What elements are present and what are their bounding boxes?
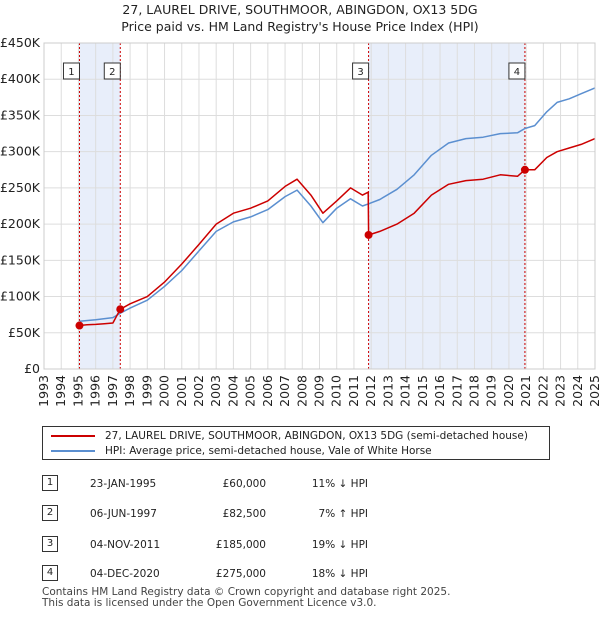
sale-number: 2 xyxy=(42,505,58,521)
y-tick-label: £400K xyxy=(0,71,41,86)
ownership-period-shade xyxy=(79,43,121,369)
footer-licence: This data is licensed under the Open Gov… xyxy=(42,597,377,609)
sale-label-number: 2 xyxy=(109,67,115,78)
x-tick-label: 1993 xyxy=(36,375,51,407)
y-tick-label: £50K xyxy=(8,325,41,340)
legend-swatch-hpi xyxy=(51,450,95,452)
x-tick-label: 2020 xyxy=(501,375,516,407)
y-tick-label: £0 xyxy=(24,361,40,376)
x-tick-label: 2025 xyxy=(587,375,600,407)
chart-subtitle: Price paid vs. HM Land Registry's House … xyxy=(121,19,478,34)
x-tick-label: 1996 xyxy=(88,375,103,407)
sale-price: £60,000 xyxy=(222,478,266,490)
sale-date: 04-DEC-2020 xyxy=(90,568,160,580)
x-tick-label: 2003 xyxy=(208,375,223,407)
legend-swatch-property xyxy=(51,435,95,437)
x-tick-label: 1997 xyxy=(105,375,120,407)
footer: Contains HM Land Registry data © Crown c… xyxy=(42,587,450,609)
sale-label-box xyxy=(352,62,370,80)
x-tick-label: 2009 xyxy=(312,375,327,407)
x-tick-label: 2007 xyxy=(277,375,292,407)
sale-date: 04-NOV-2011 xyxy=(90,539,161,551)
sale-label-box xyxy=(508,62,526,80)
sale-price: £82,500 xyxy=(222,508,266,520)
hpi-series-line xyxy=(79,87,596,322)
sale-hpi-diff: 11% ↓ HPI xyxy=(311,478,368,490)
sale-hpi-diff: 7% ↑ HPI xyxy=(318,508,368,520)
x-tick-label: 2011 xyxy=(346,375,361,407)
x-tick-label: 2017 xyxy=(449,375,464,407)
y-tick-label: £450K xyxy=(0,35,41,50)
sale-label-box xyxy=(103,62,121,80)
x-tick-label: 2024 xyxy=(570,375,585,407)
sale-date: 06-JUN-1997 xyxy=(90,508,157,520)
property-price-series-line xyxy=(79,137,596,327)
sale-number: 3 xyxy=(42,536,58,552)
y-tick-label: £150K xyxy=(0,252,41,267)
x-tick-label: 2021 xyxy=(518,375,533,407)
x-tick-label: 1999 xyxy=(139,375,154,407)
x-tick-label: 2008 xyxy=(294,375,309,407)
sale-label-number: 4 xyxy=(514,67,520,78)
legend-label-property: 27, LAUREL DRIVE, SOUTHMOOR, ABINGDON, O… xyxy=(105,430,528,442)
table-row: 1 23-JAN-1995 £60,000 11% ↓ HPI xyxy=(42,474,542,494)
y-tick-label: £250K xyxy=(0,180,41,195)
y-tick-label: £200K xyxy=(0,216,41,231)
ownership-period-shade xyxy=(368,43,525,369)
sale-number: 4 xyxy=(42,565,58,581)
sale-hpi-diff: 19% ↓ HPI xyxy=(311,539,368,551)
table-row: 3 04-NOV-2011 £185,000 19% ↓ HPI xyxy=(42,535,542,555)
sale-date: 23-JAN-1995 xyxy=(90,478,157,490)
y-tick-label: £300K xyxy=(0,144,41,159)
x-tick-label: 2022 xyxy=(535,375,550,407)
chart-title: 27, LAUREL DRIVE, SOUTHMOOR, ABINGDON, O… xyxy=(122,2,477,17)
sale-price: £185,000 xyxy=(215,539,266,551)
y-tick-label: £350K xyxy=(0,107,41,122)
x-tick-label: 2012 xyxy=(363,375,378,407)
y-tick-label: £100K xyxy=(0,289,41,304)
plot-frame xyxy=(43,42,596,370)
legend-item-property: 27, LAUREL DRIVE, SOUTHMOOR, ABINGDON, O… xyxy=(51,428,528,444)
x-tick-label: 2002 xyxy=(191,375,206,407)
x-tick-label: 2016 xyxy=(432,375,447,407)
x-tick-label: 2023 xyxy=(553,375,568,407)
sale-point-marker xyxy=(116,305,125,314)
sale-point-marker xyxy=(364,230,373,239)
x-tick-label: 2005 xyxy=(243,375,258,407)
legend-item-hpi: HPI: Average price, semi-detached house,… xyxy=(51,443,432,459)
sale-point-marker xyxy=(75,321,84,330)
x-tick-label: 2000 xyxy=(157,375,172,407)
x-tick-label: 2013 xyxy=(380,375,395,407)
x-tick-label: 1998 xyxy=(122,375,137,407)
footer-copyright: Contains HM Land Registry data © Crown c… xyxy=(42,586,451,598)
x-tick-label: 2006 xyxy=(260,375,275,407)
table-row: 4 04-DEC-2020 £275,000 18% ↓ HPI xyxy=(42,564,542,584)
price-chart: 27, LAUREL DRIVE, SOUTHMOOR, ABINGDON, O… xyxy=(0,2,600,407)
x-tick-label: 1994 xyxy=(53,375,68,407)
x-tick-label: 2018 xyxy=(466,375,481,407)
x-tick-label: 2010 xyxy=(329,375,344,407)
legend-label-hpi: HPI: Average price, semi-detached house,… xyxy=(105,445,432,457)
sale-price: £275,000 xyxy=(215,568,266,580)
sale-point-marker xyxy=(520,165,529,174)
x-tick-label: 2019 xyxy=(484,375,499,407)
sale-label-box xyxy=(62,62,80,80)
sale-label-number: 1 xyxy=(68,67,74,78)
legend: 27, LAUREL DRIVE, SOUTHMOOR, ABINGDON, O… xyxy=(42,426,550,460)
sale-hpi-diff: 18% ↓ HPI xyxy=(311,568,368,580)
x-tick-label: 2014 xyxy=(398,375,413,407)
x-tick-label: 2001 xyxy=(174,375,189,407)
sale-label-number: 3 xyxy=(357,67,363,78)
x-tick-label: 2004 xyxy=(225,375,240,407)
table-row: 2 06-JUN-1997 £82,500 7% ↑ HPI xyxy=(42,504,542,524)
x-tick-label: 1995 xyxy=(70,375,85,407)
x-tick-label: 2015 xyxy=(415,375,430,407)
sale-number: 1 xyxy=(42,475,58,491)
